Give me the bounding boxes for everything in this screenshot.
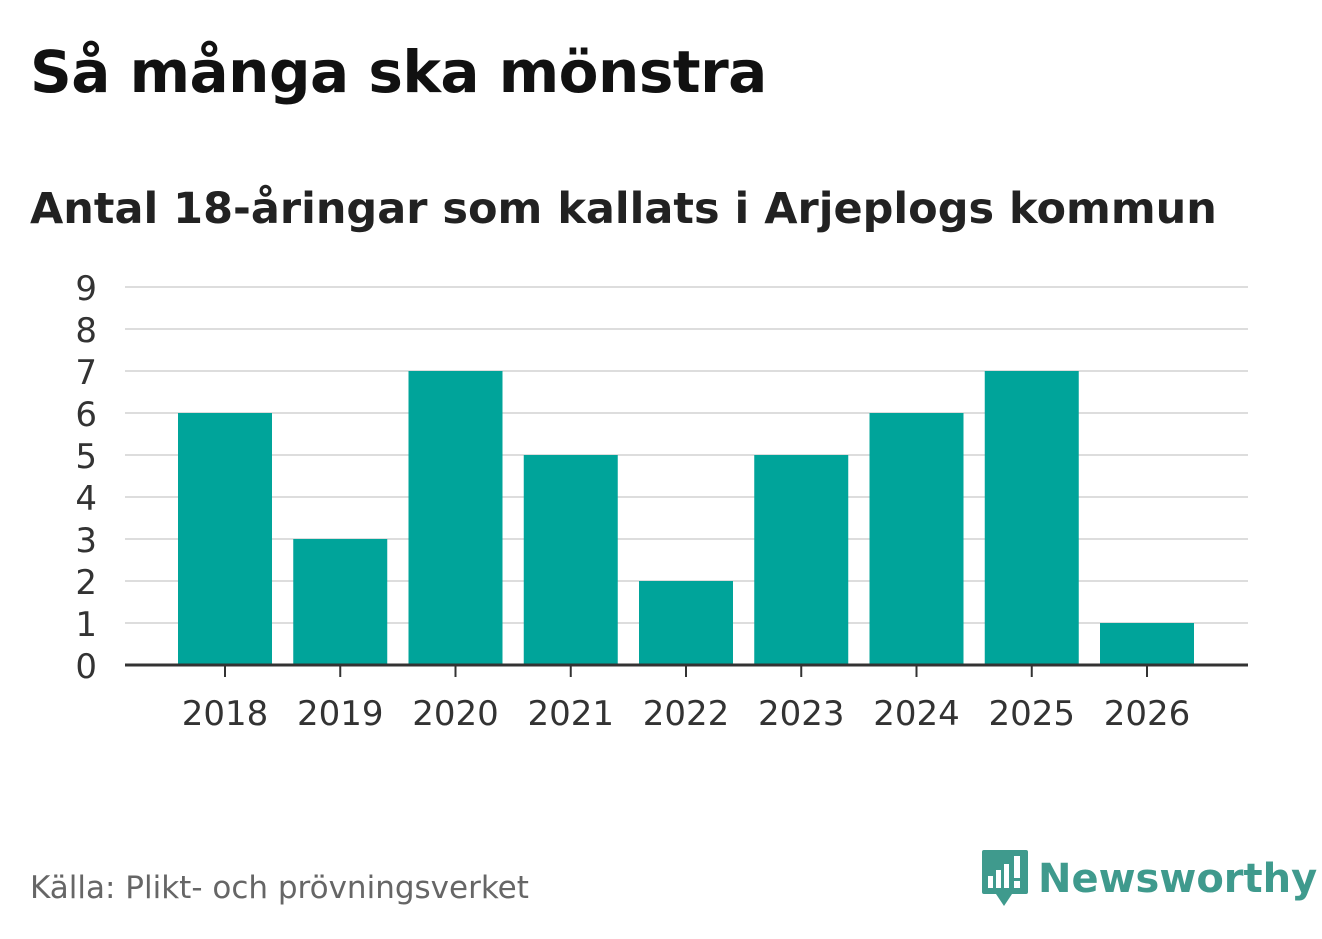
bar-2026 <box>1100 623 1194 665</box>
x-tick-label: 2020 <box>412 694 499 734</box>
newsworthy-icon <box>982 850 1028 906</box>
x-tick-label: 2023 <box>758 694 845 734</box>
brand-logo: Newsworthy <box>980 848 1317 910</box>
y-tick-label: 9 <box>75 269 97 309</box>
y-tick-label: 2 <box>75 563 97 603</box>
x-tick-label: 2018 <box>182 694 269 734</box>
x-tick-label: 2021 <box>527 694 614 734</box>
x-tick-label: 2019 <box>297 694 384 734</box>
y-tick-label: 5 <box>75 437 97 477</box>
x-axis-ticks: 2018 2019 2020 2021 2022 2023 2024 2025 2026 <box>125 663 1248 734</box>
x-tick-label: 2022 <box>643 694 730 734</box>
chart-subtitle: Antal 18-åringar som kallats i Arjeplogs… <box>30 184 1217 234</box>
y-tick-label: 3 <box>75 521 97 561</box>
y-tick-label: 1 <box>75 605 97 645</box>
y-tick-label: 8 <box>75 311 97 351</box>
y-tick-label: 0 <box>75 647 97 687</box>
bar-2021 <box>523 455 618 665</box>
bar-2024 <box>869 413 964 665</box>
bar-2020 <box>408 371 503 665</box>
x-tick-label: 2026 <box>1104 694 1191 734</box>
bars <box>178 371 1194 665</box>
bar-2023 <box>754 455 849 665</box>
bar-2019 <box>293 539 388 665</box>
y-tick-label: 6 <box>75 395 97 435</box>
x-tick-label: 2024 <box>873 694 960 734</box>
x-tick-label: 2025 <box>988 694 1075 734</box>
y-tick-label: 4 <box>75 479 97 519</box>
brand-name: Newsworthy <box>1038 856 1318 902</box>
bar-2018 <box>178 413 272 665</box>
chart-title: Så många ska mönstra <box>30 38 767 106</box>
bar-2022 <box>639 581 733 665</box>
bar-2025 <box>984 371 1079 665</box>
source-note: Källa: Plikt- och prövningsverket <box>30 870 529 906</box>
y-tick-label: 7 <box>75 353 97 393</box>
